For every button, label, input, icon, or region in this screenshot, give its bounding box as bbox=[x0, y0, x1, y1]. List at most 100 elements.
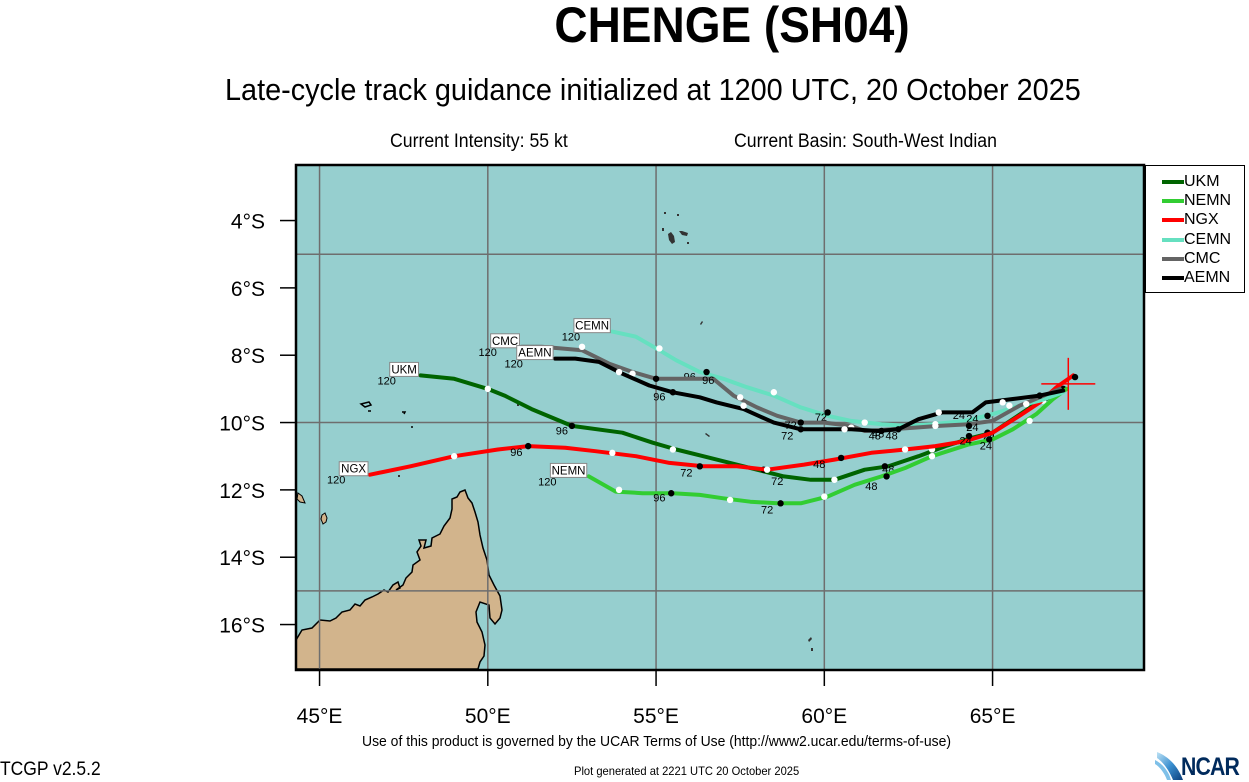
legend-swatch bbox=[1162, 180, 1184, 184]
tau-label: 96 bbox=[510, 447, 522, 459]
ncar-swoosh-icon bbox=[1155, 752, 1183, 780]
track-nemn: 24 48 72 96 bbox=[586, 386, 1069, 516]
current-intensity: Current Intensity: 55 kt bbox=[390, 131, 568, 152]
tau-label: 96 bbox=[556, 425, 568, 437]
model-tag-box bbox=[573, 318, 611, 334]
x-tick-label: 55°E bbox=[633, 705, 679, 728]
track-marker-12h bbox=[841, 426, 848, 433]
legend-label: UKM bbox=[1184, 173, 1220, 190]
y-tick-label: 14°S bbox=[219, 547, 265, 570]
y-tick-label: 12°S bbox=[219, 480, 265, 503]
track-marker-24h bbox=[524, 442, 532, 450]
track-marker-12h bbox=[1006, 402, 1013, 409]
track-marker-24h bbox=[895, 426, 902, 433]
model-tag-box bbox=[516, 345, 554, 361]
model-tag-box bbox=[490, 333, 520, 349]
terms-of-use: Use of this product is governed by the U… bbox=[362, 733, 951, 750]
tau-label: 72 bbox=[680, 467, 692, 479]
legend-label: CMC bbox=[1184, 249, 1221, 267]
track-marker-12h bbox=[932, 422, 939, 430]
y-tick-label: 16°S bbox=[219, 615, 265, 638]
tau-label-120: 120 bbox=[505, 359, 523, 371]
storm-title: CHENGE (SH04) bbox=[554, 0, 910, 53]
model-tag-label: UKM bbox=[391, 364, 417, 376]
tau-label: 72 bbox=[771, 476, 783, 488]
legend-swatch bbox=[1162, 199, 1184, 204]
model-tag-label: NGX bbox=[341, 464, 366, 476]
ncar-logo: NCAR bbox=[1145, 748, 1249, 781]
mayotte-island bbox=[320, 512, 328, 525]
track-line bbox=[586, 386, 1069, 506]
axis-ticks: 45°E 50°E 55°E 60°E 65°E 4°S 6°S 8°S 10°S 12°S 14°… bbox=[219, 211, 1015, 728]
current-storm-position bbox=[1041, 357, 1096, 410]
tau-label: 96 bbox=[702, 375, 714, 387]
model-tag-box bbox=[338, 461, 369, 477]
land-layer bbox=[296, 212, 813, 670]
track-marker-12h bbox=[763, 466, 771, 473]
tau-label: 96 bbox=[653, 493, 665, 505]
legend: UKM NEMN NGX CEMN CMC AEMN bbox=[1145, 165, 1245, 293]
track-marker-24h bbox=[668, 490, 675, 497]
track-marker-12h bbox=[928, 453, 936, 460]
track-marker-12h bbox=[861, 419, 868, 426]
tau-label: 48 bbox=[885, 430, 897, 442]
map-frame bbox=[294, 163, 1146, 672]
track-marker-12h bbox=[736, 394, 744, 401]
track-line bbox=[553, 356, 1066, 433]
model-tag-box bbox=[389, 361, 420, 377]
track-marker-12h bbox=[484, 385, 492, 393]
track-line bbox=[610, 329, 1066, 428]
seychelles-islands bbox=[662, 212, 689, 244]
track-marker-24h bbox=[1036, 392, 1043, 399]
tau-label: 24 bbox=[980, 440, 992, 452]
grid-lines bbox=[296, 165, 1144, 670]
track-marker-12h bbox=[578, 343, 586, 350]
x-tick-label: 45°E bbox=[297, 705, 343, 728]
track-marker-12h bbox=[821, 493, 828, 500]
track-marker-12h bbox=[669, 446, 677, 453]
track-marker-24h bbox=[984, 412, 991, 420]
legend-swatch bbox=[1162, 218, 1184, 223]
track-marker-12h bbox=[1026, 417, 1033, 425]
tau-label: 24 bbox=[960, 435, 972, 447]
track-marker-24h bbox=[797, 419, 804, 426]
y-tick-label: 8°S bbox=[231, 345, 265, 368]
track-marker-24h bbox=[696, 463, 704, 470]
track-marker-24h bbox=[883, 473, 890, 480]
track-marker-12h bbox=[615, 368, 623, 376]
track-marker-12h bbox=[935, 409, 942, 416]
tau-label: 96 bbox=[653, 392, 665, 404]
legend-item-aemn: AEMN bbox=[1162, 268, 1230, 288]
track-marker-24h bbox=[881, 463, 889, 470]
model-tag-label: NEMN bbox=[552, 465, 586, 477]
tau-label-120: 120 bbox=[478, 347, 496, 359]
legend-swatch bbox=[1162, 256, 1184, 261]
track-marker-24h bbox=[986, 436, 993, 443]
track-marker-12h bbox=[450, 453, 458, 460]
track-marker-24h bbox=[965, 422, 973, 430]
track-marker-12h bbox=[726, 496, 734, 504]
ncar-wordmark: NCAR bbox=[1181, 753, 1240, 781]
track-marker-12h bbox=[999, 399, 1006, 406]
legend-swatch bbox=[1162, 276, 1184, 280]
tau-label: 48 bbox=[869, 430, 881, 442]
model-tag-label: AEMN bbox=[518, 348, 551, 360]
tau-label: 72 bbox=[781, 430, 793, 442]
tau-label: 48 bbox=[865, 481, 877, 493]
track-marker-24h bbox=[777, 500, 784, 507]
tau-label-120: 120 bbox=[562, 332, 580, 344]
current-basin: Current Basin: South-West Indian bbox=[734, 131, 997, 152]
tau-label: 72 bbox=[761, 504, 773, 516]
track-marker-24h bbox=[568, 422, 576, 430]
plot-generated-time: Plot generated at 2221 UTC 20 October 20… bbox=[574, 764, 800, 778]
legend-swatch bbox=[1162, 237, 1184, 242]
legend-label: NGX bbox=[1184, 211, 1219, 229]
legend-label: CEMN bbox=[1184, 230, 1232, 248]
track-marker-24h bbox=[652, 375, 660, 382]
track-marker-12h bbox=[656, 345, 663, 352]
